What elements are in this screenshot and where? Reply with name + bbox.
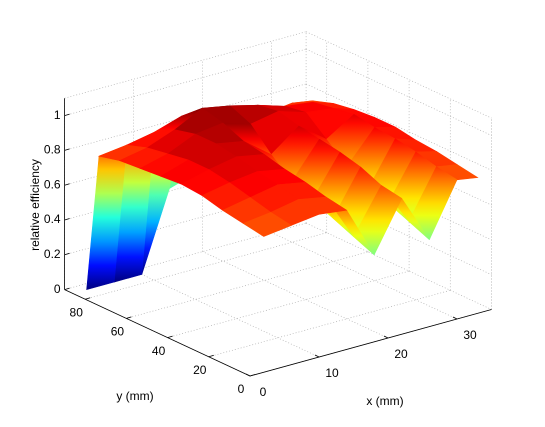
x-tick-label: 30: [463, 328, 477, 342]
box-edge: [305, 31, 492, 119]
grid-line: [305, 48, 492, 136]
x-tick-label: 10: [325, 366, 339, 380]
z-tick: [64, 113, 70, 116]
box-edge: [64, 31, 307, 99]
grid-line: [133, 270, 320, 358]
grid-line: [305, 83, 492, 171]
z-tick: [64, 148, 70, 151]
z-tick: [64, 183, 70, 186]
grid-line: [305, 222, 492, 310]
z-tick: [64, 252, 70, 256]
grid-line: [208, 289, 451, 358]
y-axis-label: y (mm): [116, 389, 153, 403]
y-tick-label: 80: [70, 305, 84, 319]
z-tick-label: 1: [54, 108, 61, 122]
grid-line: [167, 270, 410, 338]
grid-line: [305, 187, 492, 276]
y-tick-label: 60: [111, 325, 125, 339]
axes: 0 10 20 30 0 20 40 60 80 0 0.2 0.4 0.6 0.8 1: [44, 98, 492, 399]
x-tick-label: 20: [394, 347, 408, 361]
x-tick: [383, 335, 389, 339]
grid-line: [202, 251, 389, 339]
z-tick-label: 0.6: [44, 177, 61, 191]
y-tick: [85, 297, 91, 300]
z-axis-label: relative efficiency: [28, 159, 42, 251]
x-axis: [249, 309, 492, 377]
surface-patch: [242, 211, 293, 237]
z-tick-label: 0.2: [44, 247, 61, 261]
x-tick: [452, 316, 458, 320]
y-tick-label: 40: [152, 344, 166, 358]
x-tick: [245, 373, 251, 377]
x-tick: [314, 354, 320, 358]
x-tick-label: 0: [260, 385, 267, 399]
z-tick-label: 0.8: [44, 143, 61, 157]
y-tick: [249, 374, 256, 377]
y-tick-label: 20: [193, 363, 207, 377]
y-axis: [64, 289, 251, 377]
z-tick: [64, 287, 70, 290]
surface: [86, 100, 479, 291]
x-axis-label: x (mm): [366, 394, 403, 408]
y-tick: [208, 354, 214, 358]
y-tick: [167, 335, 173, 338]
y-tick-label: 0: [238, 382, 245, 396]
grid-line: [126, 251, 368, 319]
grid-line: [271, 232, 458, 320]
z-tick: [64, 218, 70, 221]
z-tick-label: 0.4: [44, 212, 61, 226]
z-tick-label: 0: [54, 282, 61, 296]
y-tick: [126, 316, 132, 319]
